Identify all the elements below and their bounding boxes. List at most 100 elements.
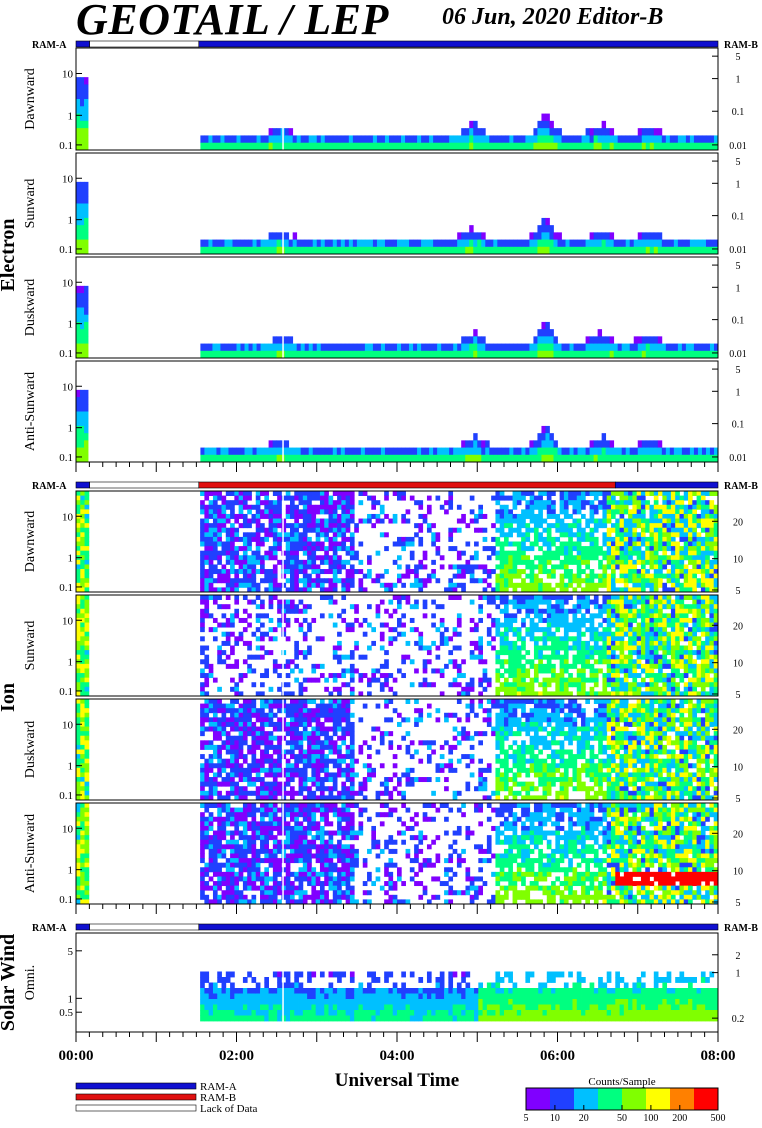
heatmap-cell [589, 491, 595, 496]
heatmap-cell [568, 663, 573, 669]
heatmap-cell [252, 246, 257, 255]
heatmap-cell [499, 578, 505, 584]
heatmap-cell [384, 682, 389, 688]
heatmap-cell [204, 659, 210, 665]
heatmap-cell [632, 650, 638, 656]
heatmap-cell [439, 617, 445, 623]
heatmap-cell [549, 329, 554, 337]
heatmap-cell [445, 239, 450, 248]
heatmap-cell [208, 504, 214, 510]
heatmap-cell [302, 491, 308, 496]
heatmap-cell [84, 550, 90, 556]
heatmap-cell [649, 682, 655, 688]
heatmap-cell [653, 513, 659, 519]
heatmap-cell [320, 246, 326, 255]
heatmap-cell [380, 454, 386, 463]
heatmap-cell [576, 654, 582, 660]
heatmap-cell [572, 523, 578, 529]
heatmap-cell [521, 142, 526, 151]
heatmap-cell [80, 781, 85, 787]
heatmap-cell [693, 454, 699, 463]
heatmap-cell [533, 578, 539, 584]
heatmap-cell [302, 518, 308, 524]
heatmap-cell [251, 532, 257, 538]
heatmap-cell [615, 613, 620, 619]
heatmap-cell [675, 663, 680, 669]
heatmap-cell [537, 454, 542, 463]
heatmap-cell [697, 350, 703, 359]
heatmap-cell [602, 650, 608, 656]
heatmap-cell [84, 500, 90, 506]
heatmap-cell [713, 686, 719, 692]
heatmap-cell [649, 636, 655, 642]
heatmap-cell [448, 582, 454, 588]
status-bar-segment [198, 481, 616, 489]
heatmap-cell [512, 541, 518, 547]
heatmap-cell [619, 532, 625, 538]
heatmap-cell [563, 677, 569, 683]
heatmap-cell [444, 663, 449, 669]
heatmap-cell [525, 350, 530, 359]
heatmap-cell [345, 523, 351, 529]
heatmap-cell [581, 686, 586, 692]
heatmap-cell [84, 389, 89, 398]
heatmap-cell [84, 504, 90, 510]
heatmap-cell [675, 559, 680, 565]
heatmap-cell [84, 350, 89, 359]
heatmap-cell [80, 135, 85, 144]
heatmap-cell [341, 541, 347, 547]
heatmap-cell [609, 232, 615, 240]
heatmap-cell [645, 523, 650, 529]
heatmap-cell [529, 595, 535, 600]
heatmap-cell [705, 239, 711, 248]
heatmap-cell [439, 636, 445, 642]
heatmap-cell [324, 532, 329, 538]
heatmap-cell [308, 343, 314, 352]
heatmap-cell [228, 447, 233, 456]
heatmap-cell [435, 654, 441, 660]
heatmap-cell [709, 631, 715, 637]
heatmap-cell [629, 343, 635, 352]
heatmap-cell [401, 654, 406, 660]
heatmap-cell [392, 142, 398, 151]
heatmap-cell [662, 654, 668, 660]
heatmap-cell [557, 232, 562, 240]
heatmap-cell [251, 582, 257, 588]
heatmap-cell [311, 617, 317, 623]
heatmap-cell [533, 604, 539, 610]
heatmap-cell [204, 767, 210, 773]
heatmap-cell [489, 142, 494, 151]
heatmap-cell [228, 142, 233, 151]
heatmap-cell [683, 668, 689, 674]
heatmap-cell [633, 142, 639, 151]
heatmap-cell [555, 523, 561, 529]
heatmap-cell [696, 500, 702, 506]
heatmap-cell [662, 677, 668, 683]
heatmap-cell [80, 285, 85, 294]
heatmap-cell [76, 645, 81, 651]
heatmap-cell [551, 617, 556, 623]
heatmap-cell [422, 555, 428, 561]
heatmap-cell [84, 712, 90, 718]
heatmap-cell [328, 673, 334, 679]
heatmap-cell [585, 573, 590, 579]
heatmap-cell [713, 513, 719, 519]
heatmap-cell [649, 532, 655, 538]
heatmap-cell [234, 587, 240, 593]
heatmap-cell [692, 500, 697, 506]
heatmap-cell [670, 599, 676, 605]
heatmap-cell [601, 239, 607, 248]
heatmap-cell [486, 595, 492, 600]
heatmap-cell [640, 613, 646, 619]
heatmap-cell [84, 604, 90, 610]
heatmap-cell [545, 232, 550, 240]
heatmap-cell [593, 128, 599, 136]
heatmap-cell [345, 513, 351, 519]
heatmap-cell [379, 599, 385, 605]
heatmap-cell [421, 135, 426, 144]
heatmap-cell [645, 608, 650, 614]
heatmap-cell [601, 433, 607, 441]
heatmap-cell [481, 440, 486, 448]
heatmap-cell [555, 691, 561, 697]
heatmap-cell [76, 654, 81, 660]
